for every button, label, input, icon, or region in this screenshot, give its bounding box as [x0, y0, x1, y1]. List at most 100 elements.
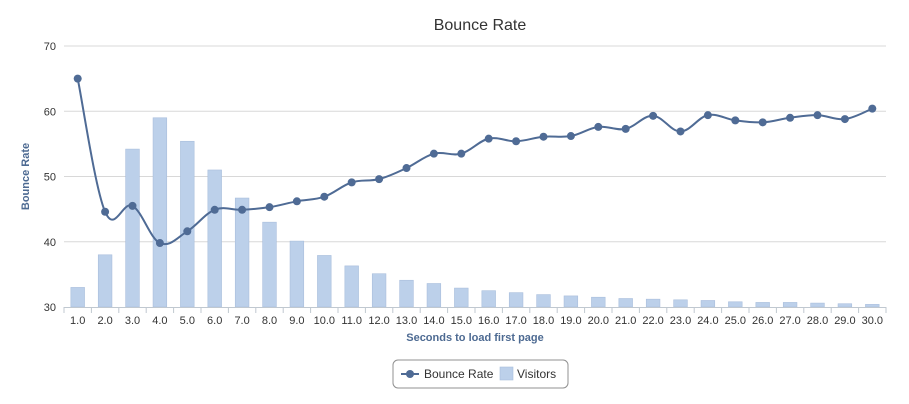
visitors-bar[interactable]	[152, 117, 168, 308]
visitors-bar[interactable]	[399, 279, 414, 308]
y-axis-ticks: 30 40 50 60 70	[44, 41, 56, 314]
x-tick-label: 12.0	[368, 315, 389, 327]
bounce-rate-point[interactable]	[265, 203, 274, 212]
x-tick-label: 27.0	[779, 315, 800, 327]
y-tick-label: 50	[44, 172, 56, 184]
legend-item-bounce-rate[interactable]: Bounce Rate	[424, 367, 494, 381]
x-tick-label: 21.0	[615, 315, 636, 327]
visitors-bars	[70, 117, 880, 308]
bounce-rate-point[interactable]	[375, 175, 384, 184]
visitors-bar[interactable]	[317, 255, 332, 308]
x-tick-label: 8.0	[262, 315, 277, 327]
legend: Bounce Rate Visitors	[392, 359, 569, 389]
visitors-bar[interactable]	[508, 292, 524, 308]
x-tick-label: 30.0	[862, 315, 883, 327]
x-tick-label: 29.0	[834, 315, 855, 327]
x-axis-ticks: 1.0 2.0 3.0 4.0 5.0 6.0 7.0 8.0 9.0 10.0 11.0 12.0 1…	[63, 307, 887, 327]
legend-box	[392, 359, 569, 389]
x-tick-label: 26.0	[752, 315, 773, 327]
visitors-bar[interactable]	[837, 303, 853, 308]
y-tick-label: 70	[44, 41, 56, 53]
visitors-bar[interactable]	[536, 294, 551, 308]
bounce-rate-point[interactable]	[429, 149, 438, 158]
bounce-rate-point[interactable]	[210, 205, 219, 214]
bounce-rate-point[interactable]	[566, 132, 575, 141]
visitors-bar[interactable]	[262, 221, 277, 308]
x-tick-label: 18.0	[533, 315, 554, 327]
x-tick-label: 24.0	[697, 315, 718, 327]
bounce-rate-point[interactable]	[402, 164, 411, 173]
bounce-rate-point[interactable]	[512, 137, 521, 146]
bounce-rate-point[interactable]	[703, 111, 712, 120]
legend-bar-symbol	[499, 366, 514, 381]
grid	[64, 45, 886, 243]
bounce-rate-point[interactable]	[484, 134, 493, 143]
visitors-bar[interactable]	[289, 240, 305, 308]
visitors-bar[interactable]	[865, 304, 880, 308]
visitors-bar[interactable]	[645, 298, 661, 308]
bounce-rate-point[interactable]	[128, 201, 137, 210]
x-tick-label: 20.0	[588, 315, 609, 327]
x-tick-label: 23.0	[670, 315, 691, 327]
x-axis-title: Seconds to load first page	[406, 332, 544, 344]
x-tick-label: 6.0	[207, 315, 222, 327]
x-tick-label: 14.0	[423, 315, 444, 327]
bounce-rate-point[interactable]	[292, 197, 301, 206]
visitors-bar[interactable]	[755, 302, 770, 308]
chart-title: Bounce Rate	[434, 17, 527, 34]
bounce-rate-point[interactable]	[758, 118, 767, 127]
bounce-rate-point[interactable]	[649, 111, 658, 120]
visitors-bar[interactable]	[426, 283, 442, 308]
bounce-rate-point[interactable]	[101, 207, 110, 216]
bounce-rate-series	[73, 74, 877, 248]
bounce-rate-point[interactable]	[347, 178, 356, 187]
x-tick-label: 19.0	[560, 315, 581, 327]
x-tick-label: 16.0	[478, 315, 499, 327]
visitors-bar[interactable]	[234, 197, 250, 308]
y-axis-title: Bounce Rate	[20, 143, 32, 210]
x-tick-label: 15.0	[451, 315, 472, 327]
x-tick-label: 4.0	[152, 315, 167, 327]
legend-marker-symbol	[406, 370, 414, 378]
bounce-rate-point[interactable]	[731, 116, 740, 125]
legend-item-visitors[interactable]: Visitors	[517, 367, 556, 381]
bounce-rate-point[interactable]	[539, 132, 548, 141]
visitors-bar[interactable]	[700, 300, 716, 308]
bounce-rate-point[interactable]	[457, 149, 466, 158]
visitors-bar[interactable]	[810, 302, 825, 308]
visitors-bar[interactable]	[591, 296, 606, 308]
bounce-rate-point[interactable]	[155, 239, 164, 248]
bounce-rate-point[interactable]	[840, 115, 849, 124]
visitors-bar[interactable]	[454, 287, 469, 308]
bounce-rate-point[interactable]	[183, 227, 192, 236]
visitors-bar[interactable]	[481, 290, 496, 308]
bounce-rate-point[interactable]	[594, 122, 603, 131]
visitors-bar[interactable]	[371, 273, 387, 308]
bounce-rate-point[interactable]	[73, 74, 82, 83]
bounce-rate-point[interactable]	[320, 192, 329, 201]
bounce-rate-point[interactable]	[676, 127, 685, 136]
bounce-rate-point[interactable]	[786, 113, 795, 122]
visitors-bar[interactable]	[344, 265, 359, 308]
x-tick-label: 1.0	[70, 315, 85, 327]
bounce-rate-point[interactable]	[621, 124, 630, 133]
visitors-bar[interactable]	[207, 169, 222, 308]
x-tick-label: 11.0	[341, 315, 362, 327]
visitors-bar[interactable]	[125, 148, 140, 308]
bounce-rate-point[interactable]	[238, 205, 247, 214]
x-tick-label: 17.0	[505, 315, 526, 327]
visitors-bar[interactable]	[97, 254, 113, 308]
bounce-rate-point[interactable]	[813, 111, 822, 120]
visitors-bar[interactable]	[782, 302, 798, 308]
x-tick-label: 22.0	[642, 315, 663, 327]
visitors-bar[interactable]	[563, 295, 579, 308]
y-tick-label: 40	[44, 237, 56, 249]
visitors-bar[interactable]	[618, 298, 633, 308]
visitors-bar[interactable]	[70, 287, 85, 308]
visitors-bar[interactable]	[180, 140, 195, 308]
bounce-rate-point[interactable]	[868, 104, 877, 113]
visitors-bar[interactable]	[728, 301, 743, 308]
visitors-bar[interactable]	[673, 299, 688, 308]
x-tick-label: 10.0	[314, 315, 335, 327]
